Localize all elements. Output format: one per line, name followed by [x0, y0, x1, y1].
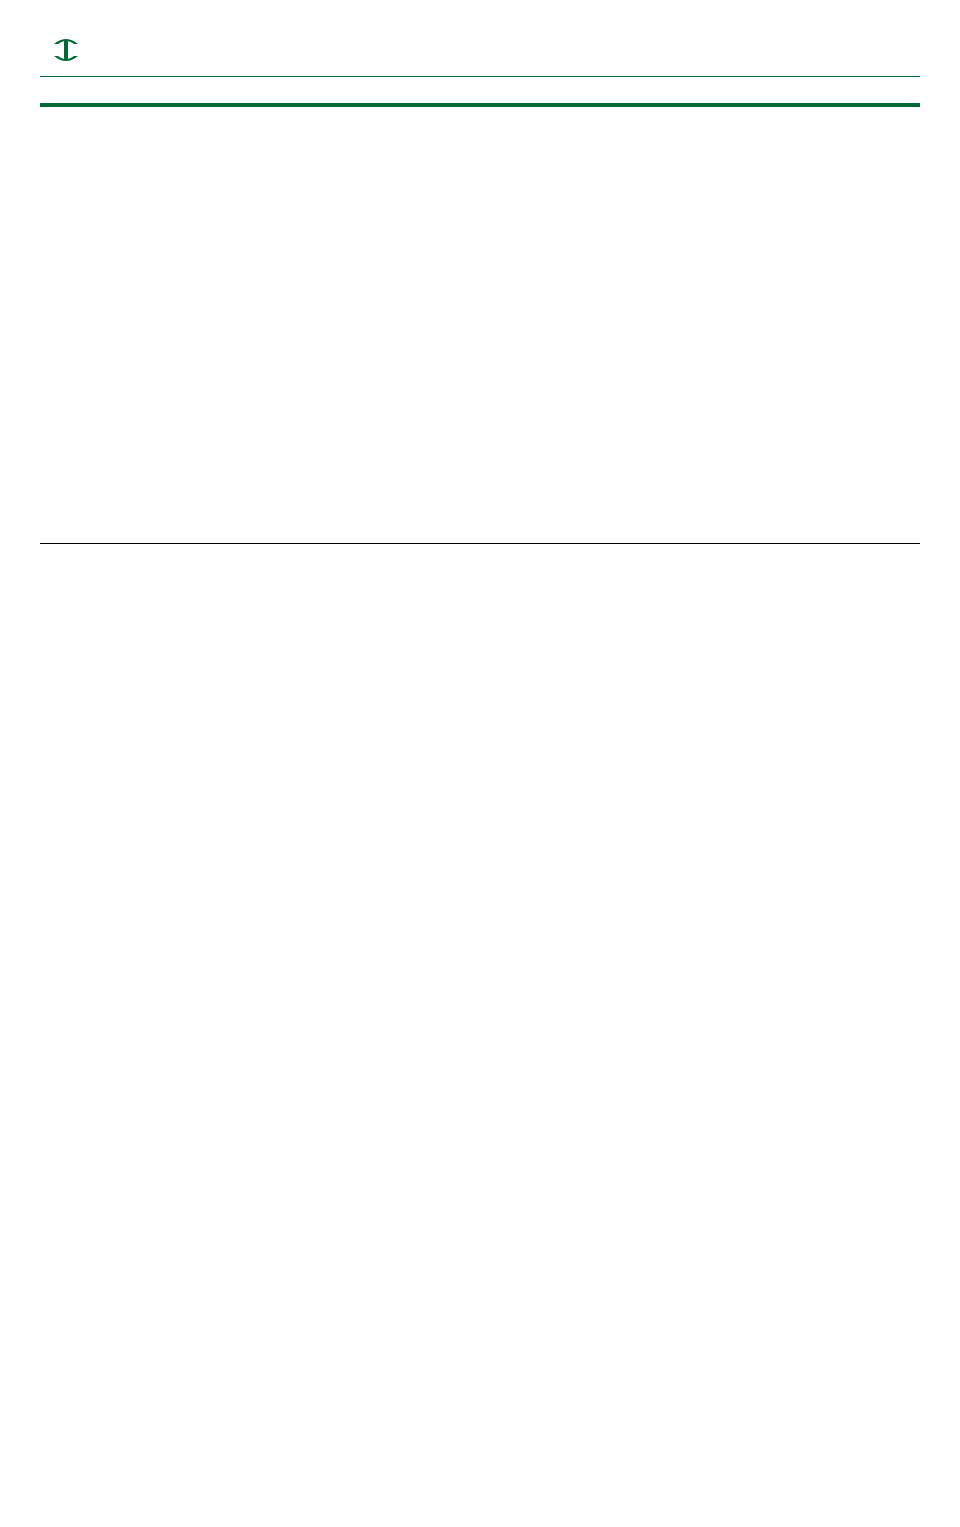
logo-icon — [46, 30, 86, 70]
ownership-hdr — [700, 218, 920, 221]
hdr-usd — [774, 132, 920, 135]
chart-legend — [481, 456, 920, 458]
price-table — [481, 132, 920, 135]
title-rule — [40, 103, 920, 107]
returns-table — [481, 175, 920, 178]
footer-rule — [40, 543, 920, 544]
price-chart — [481, 239, 920, 458]
hdr-ytl — [627, 132, 773, 135]
logo — [40, 30, 92, 70]
legend-item-1 — [578, 456, 603, 458]
ownership-table — [481, 218, 920, 221]
page — [0, 0, 960, 630]
hdr-yb — [810, 175, 920, 178]
header — [40, 30, 920, 70]
ownership-title — [481, 218, 701, 221]
main-columns — [40, 132, 920, 458]
left-column — [40, 132, 446, 148]
footer — [40, 604, 920, 610]
legend-item-2 — [798, 456, 823, 458]
right-column — [481, 132, 920, 458]
hdr-s1y — [700, 175, 810, 178]
hdr-s1a — [590, 175, 700, 178]
header-rule — [40, 76, 920, 77]
